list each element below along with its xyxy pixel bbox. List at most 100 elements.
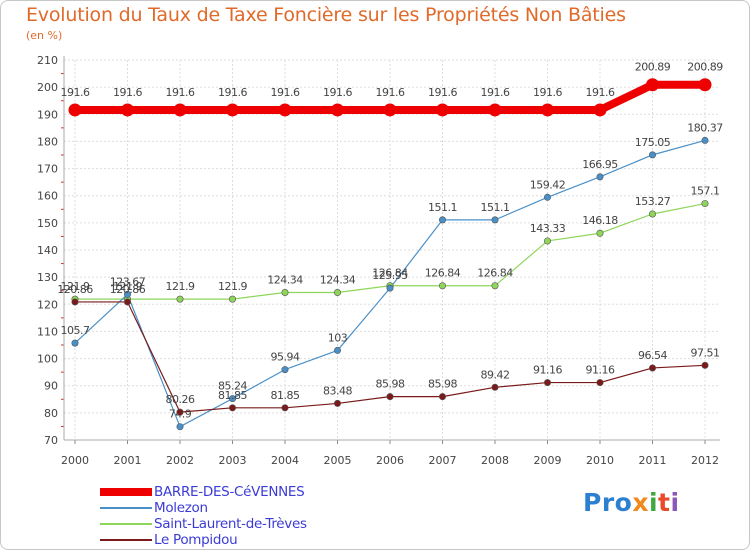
data-point — [121, 103, 134, 117]
y-tick-label: 160 — [37, 190, 58, 203]
data-label: 103 — [328, 331, 348, 344]
data-label: 120.86 — [110, 283, 146, 296]
data-label: 85.98 — [428, 378, 457, 391]
x-tick-label: 2006 — [376, 454, 404, 467]
y-tick-label: 200 — [37, 81, 58, 94]
data-point — [333, 399, 341, 407]
data-label: 121.9 — [113, 280, 142, 293]
x-tick-label: 2000 — [61, 454, 89, 467]
data-point — [386, 284, 394, 292]
data-point — [698, 78, 712, 92]
data-label: 191.6 — [113, 86, 142, 99]
y-tick-label: 110 — [37, 325, 58, 338]
y-tick-label: 170 — [37, 163, 58, 176]
y-tick-label: 100 — [37, 353, 58, 366]
y-tick-label: 90 — [44, 380, 58, 393]
data-label: 159.42 — [530, 178, 566, 191]
data-label: 175.05 — [635, 136, 671, 149]
y-tick-label: 120 — [37, 298, 58, 311]
data-point — [229, 404, 237, 412]
data-point — [593, 103, 607, 117]
chart-subtitle: (en %) — [26, 29, 63, 42]
data-label: 191.6 — [218, 86, 247, 99]
data-label: 200.89 — [635, 61, 671, 74]
x-tick-label: 2007 — [429, 454, 457, 467]
x-tick-label: 2008 — [481, 454, 509, 467]
y-tick-label: 150 — [37, 217, 58, 230]
y-tick-label: 190 — [37, 108, 58, 121]
data-label: 121.9 — [61, 280, 90, 293]
data-label: 85.24 — [218, 380, 247, 393]
series-group: 191.6 191.6 191.6 191.6 191.6 191.6 191.6 191.6… — [57, 61, 724, 431]
data-point — [648, 364, 656, 372]
data-point — [438, 216, 446, 224]
data-point — [281, 289, 289, 297]
data-label: 200.89 — [687, 61, 723, 74]
data-label: 153.27 — [635, 195, 671, 208]
data-label: 124.34 — [267, 274, 303, 287]
data-label: 191.6 — [376, 86, 405, 99]
data-point — [491, 383, 499, 391]
data-point — [543, 379, 551, 387]
x-tick-label: 2005 — [324, 454, 352, 467]
legend-item-saint-laurent: Saint-Laurent-de-Trèves — [100, 516, 307, 532]
data-label: 126.84 — [372, 267, 408, 280]
x-tick-label: 2011 — [639, 454, 667, 467]
data-label: 125.95 — [372, 269, 408, 282]
data-point — [488, 103, 502, 117]
data-label: 95.94 — [271, 351, 300, 364]
data-label: 123.67 — [110, 275, 146, 288]
y-tick-label: 80 — [44, 407, 58, 420]
data-point — [596, 173, 604, 181]
chart-title: Evolution du Taux de Taxe Foncière sur l… — [26, 4, 626, 26]
data-point — [124, 290, 132, 298]
data-point — [71, 339, 79, 347]
data-point — [596, 379, 604, 387]
data-label: 81.85 — [271, 389, 300, 402]
x-tick-label: 2002 — [166, 454, 194, 467]
data-label: 81.85 — [218, 389, 247, 402]
data-label: 191.6 — [586, 86, 615, 99]
data-label: 191.6 — [428, 86, 457, 99]
data-label: 91.16 — [586, 364, 615, 377]
x-tick-label: 2012 — [691, 454, 719, 467]
data-label: 157.1 — [691, 185, 720, 198]
proxiti-logo: Proxiti — [583, 488, 680, 517]
y-tick-label: 130 — [37, 271, 58, 284]
axes: 7080901001101201301401501601701801902002… — [37, 54, 720, 467]
data-point — [176, 408, 184, 416]
data-point — [176, 423, 184, 431]
data-point — [229, 395, 237, 403]
data-label: 191.6 — [533, 86, 562, 99]
legend-label-pompidou: Le Pompidou — [154, 532, 238, 548]
data-label: 89.42 — [481, 368, 510, 381]
data-label: 146.18 — [582, 214, 618, 227]
data-label: 191.6 — [166, 86, 195, 99]
data-label: 105.7 — [61, 324, 90, 337]
data-point — [646, 78, 659, 92]
data-point — [383, 103, 397, 117]
data-label: 83.48 — [323, 384, 352, 397]
x-tick-label: 2001 — [114, 454, 142, 467]
x-tick-label: 2003 — [219, 454, 247, 467]
data-label: 143.33 — [530, 222, 566, 235]
data-point — [281, 366, 289, 374]
data-label: 166.95 — [582, 158, 618, 171]
data-point — [226, 103, 239, 117]
legend: BARRE-DES-CéVENNES Molezon Saint-Laurent… — [100, 484, 307, 548]
data-label: 151.1 — [428, 201, 457, 214]
data-point — [701, 361, 709, 369]
data-label: 85.98 — [376, 378, 405, 391]
data-label: 96.54 — [638, 349, 667, 362]
legend-swatch-molezon — [100, 507, 152, 509]
data-label: 191.6 — [61, 86, 90, 99]
data-point — [543, 237, 551, 245]
x-tick-label: 2009 — [534, 454, 562, 467]
data-point — [281, 404, 289, 412]
x-tick-label: 2010 — [586, 454, 614, 467]
data-point — [541, 103, 554, 117]
legend-item-barre: BARRE-DES-CéVENNES — [100, 484, 307, 500]
legend-label-barre: BARRE-DES-CéVENNES — [154, 484, 305, 500]
data-label: 126.84 — [425, 267, 461, 280]
